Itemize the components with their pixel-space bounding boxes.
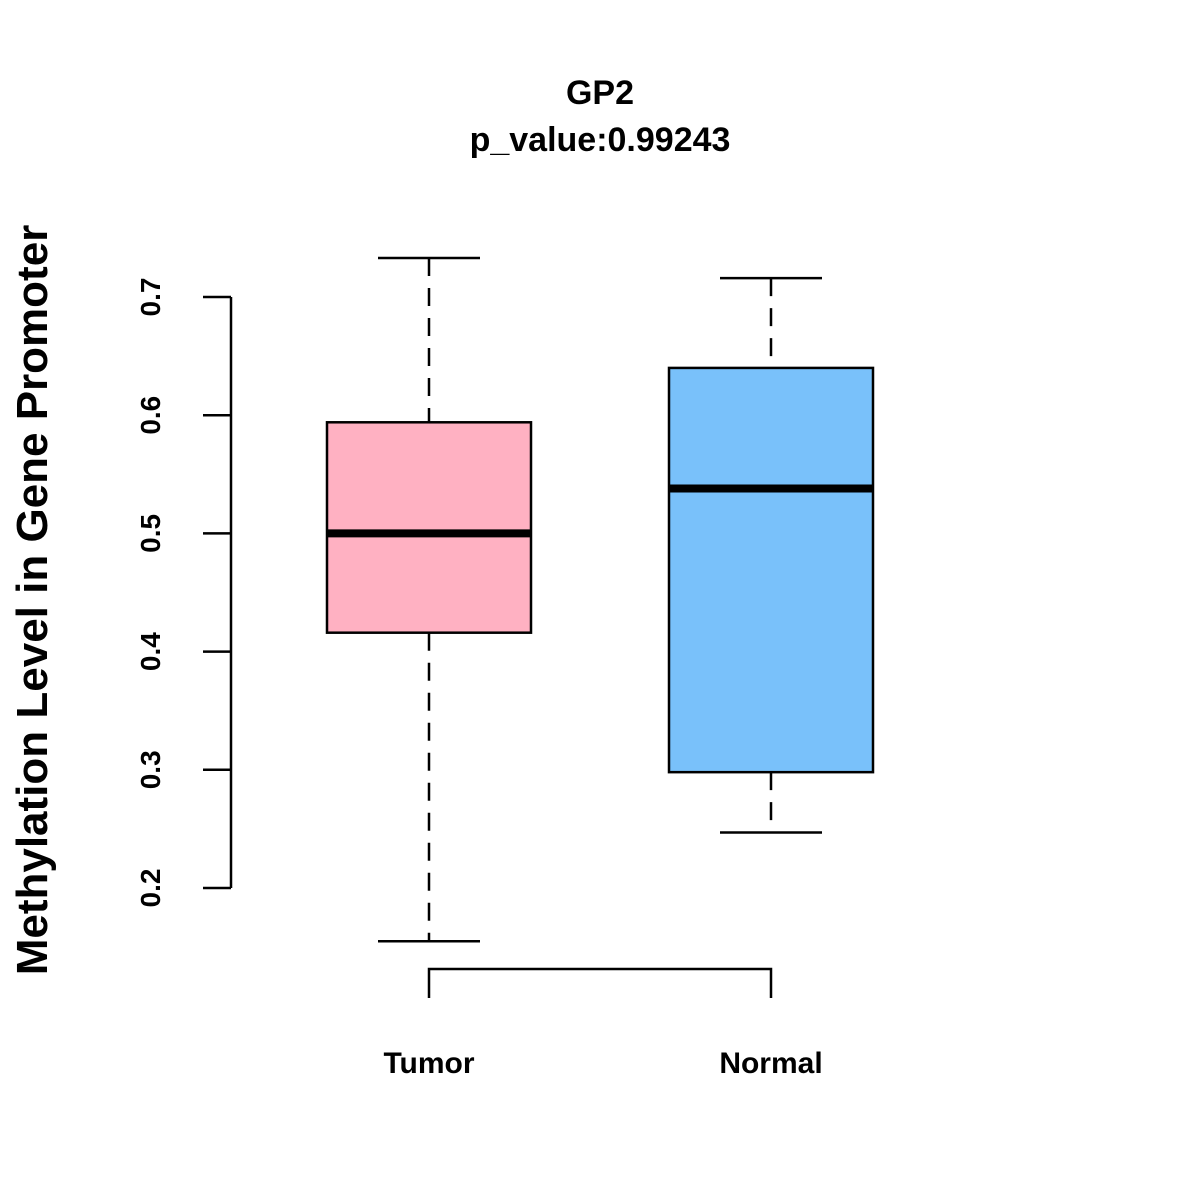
x-category-label: Tumor xyxy=(383,1047,474,1080)
x-category-label: Normal xyxy=(719,1047,822,1080)
y-tick-label: 0.6 xyxy=(135,396,166,435)
bracket-line xyxy=(427,967,773,998)
x-axis-labels: Tumor Normal xyxy=(383,1047,822,1080)
comparison-bracket xyxy=(427,967,773,998)
iqr-box xyxy=(325,421,533,634)
y-tick-label: 0.3 xyxy=(135,750,166,789)
y-tick-label: 0.4 xyxy=(135,632,166,671)
y-tick-label: 0.2 xyxy=(135,869,166,908)
y-tick-label: 0.7 xyxy=(135,278,166,317)
iqr-box xyxy=(667,366,875,774)
y-axis: 0.2 0.3 0.4 0.5 0.6 0.7 xyxy=(135,278,233,908)
box-tumor xyxy=(325,256,533,943)
chart-title: GP2 xyxy=(566,74,634,112)
box-normal xyxy=(667,276,875,834)
y-axis-label: Methylation Level in Gene Promoter xyxy=(8,225,57,976)
y-tick-label: 0.5 xyxy=(135,514,166,553)
chart-subtitle: p_value:0.99243 xyxy=(470,121,731,159)
boxes-layer xyxy=(325,256,875,943)
